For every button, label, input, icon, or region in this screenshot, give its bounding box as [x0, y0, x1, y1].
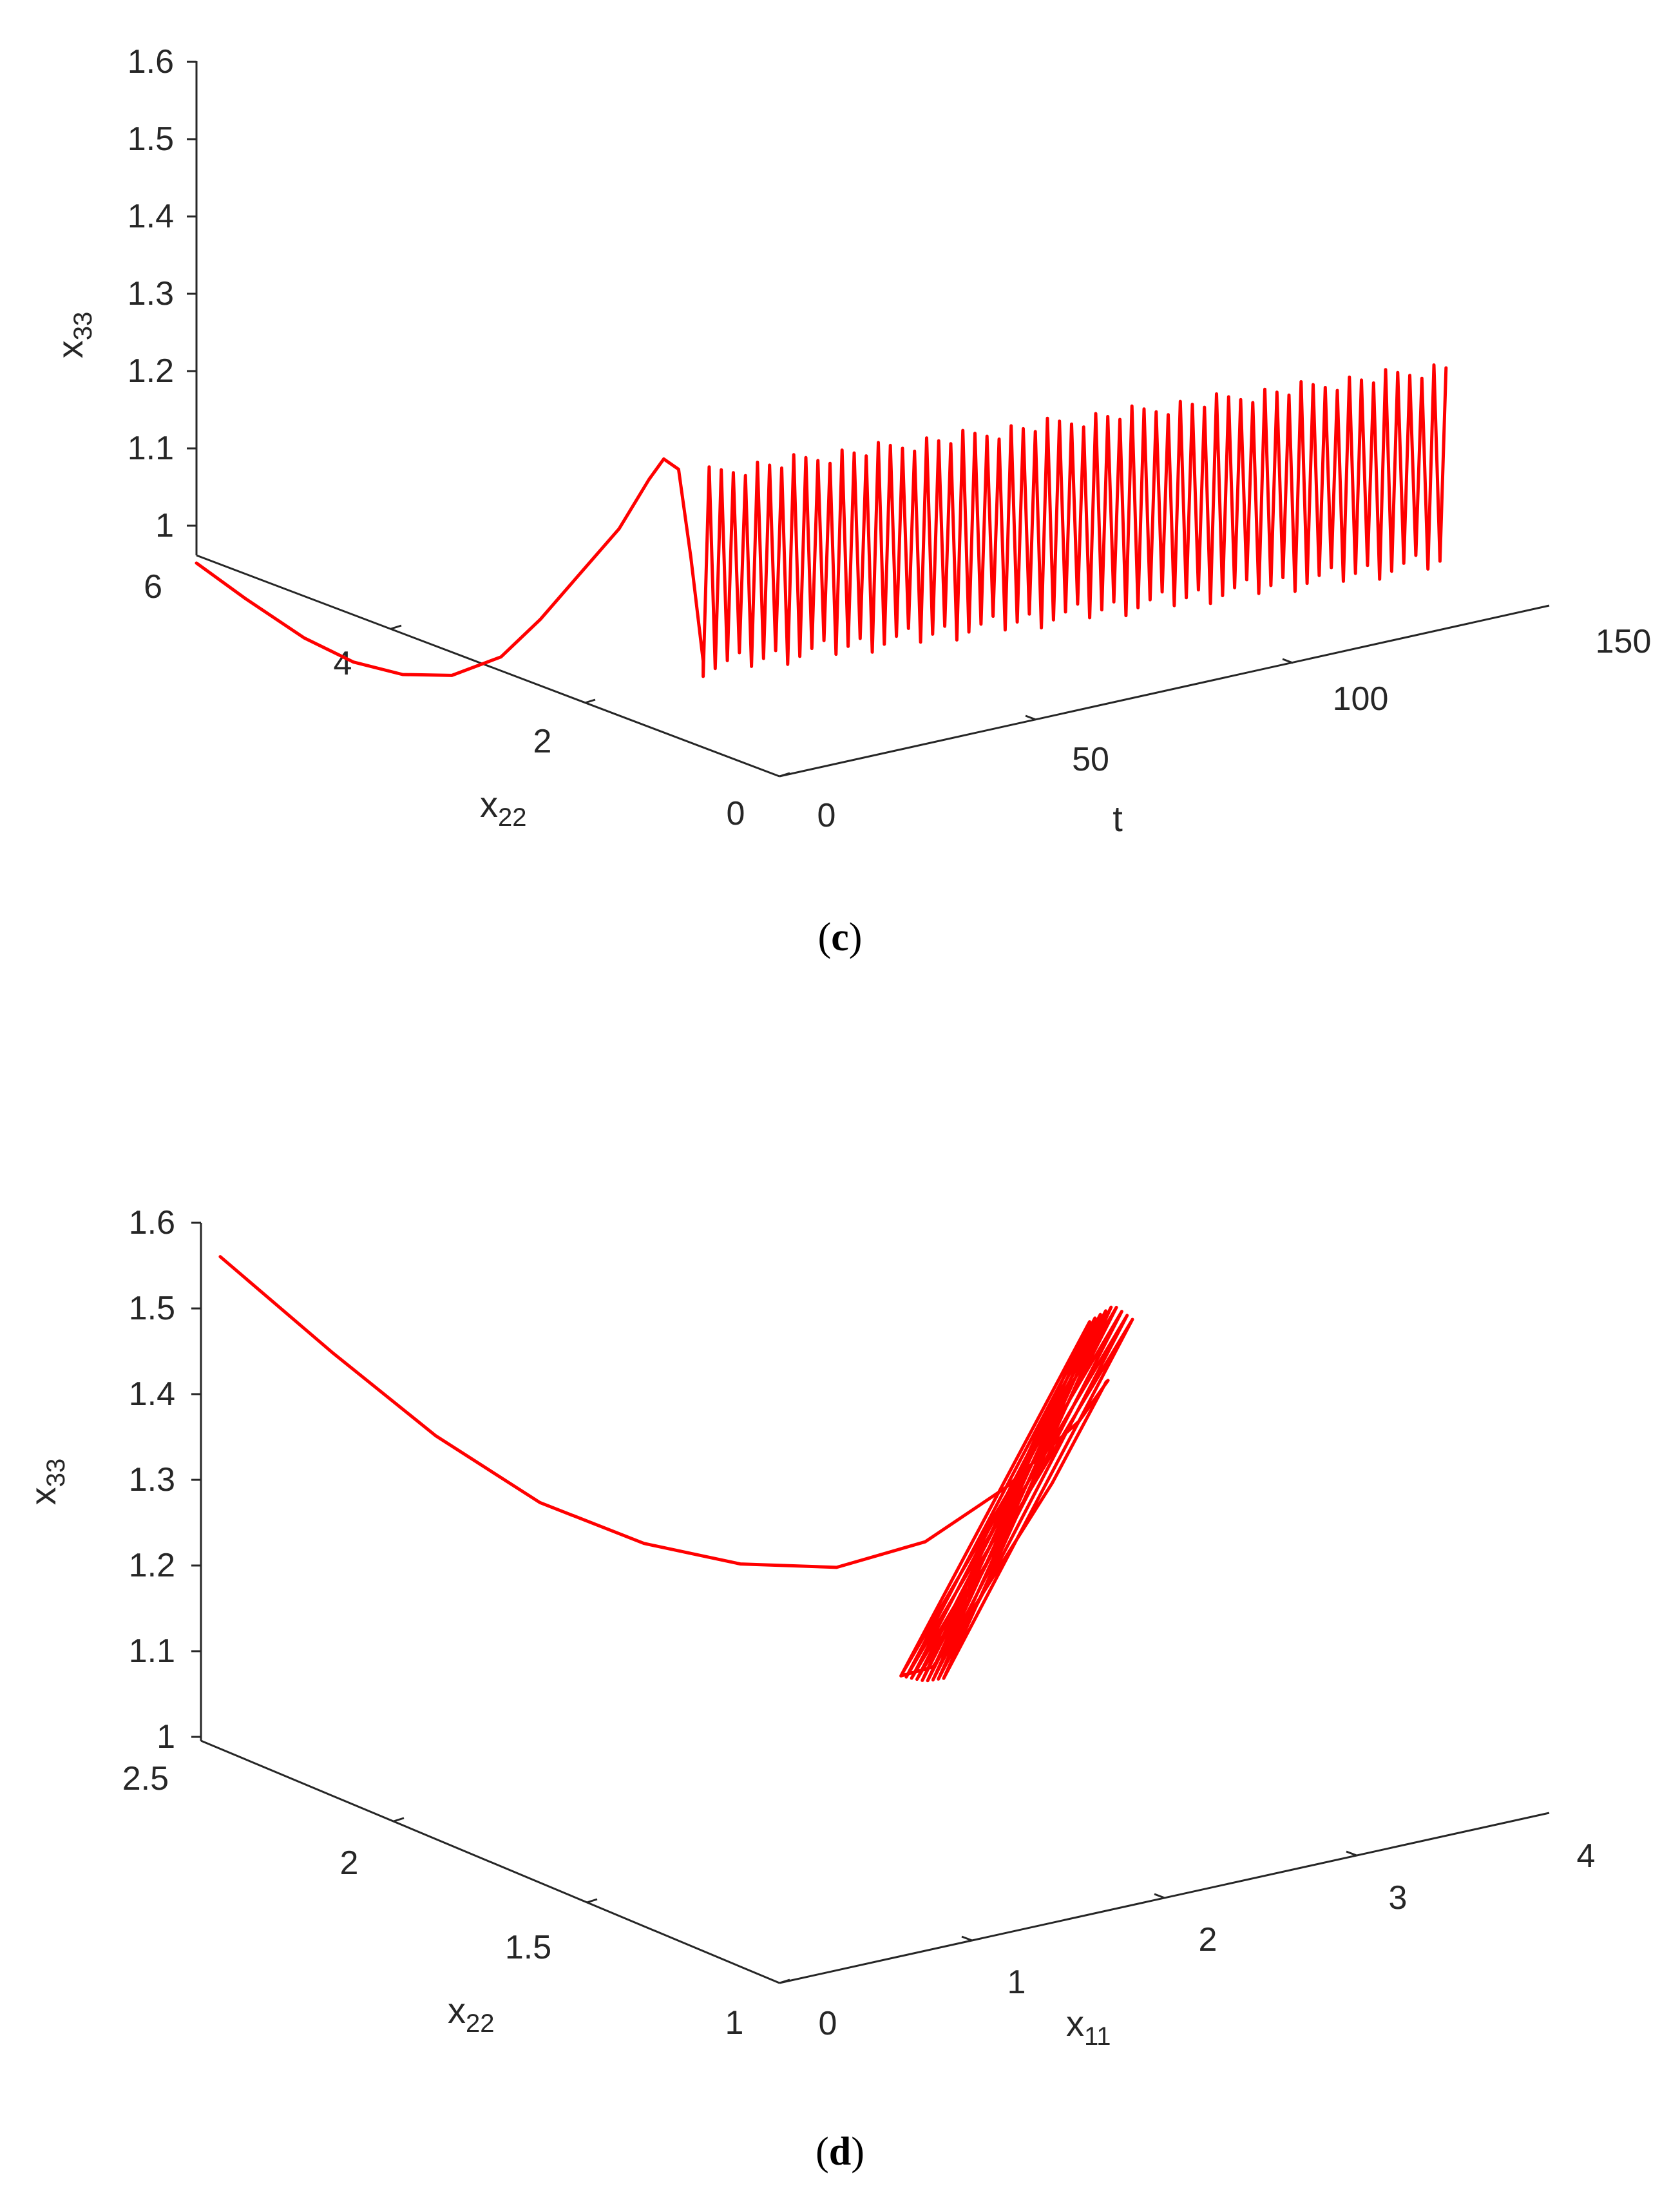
d-z-tick-label: 1.4	[129, 1375, 175, 1413]
panel-d: 1 1.1 1.2 1.3 1.4 1.5 1.6 1 1.5 2 2.5 0 …	[23, 1204, 1595, 2174]
c-z-ticks: 1 1.1 1.2 1.3 1.4 1.5 1.6	[128, 43, 196, 544]
d-x-tick-label: 3	[1389, 1879, 1408, 1917]
d-z-axis-label: x33	[23, 1459, 70, 1506]
d-trajectory-line	[218, 1255, 1134, 1683]
c-z-tick-label: 1.5	[128, 120, 174, 158]
c-z-tick-label: 1.3	[128, 275, 174, 312]
c-y-axis-label: x22	[480, 784, 527, 832]
c-y-ticks: 0 2 4 6	[144, 568, 790, 832]
d-z-tick-label: 1.6	[129, 1204, 175, 1241]
d-y-tick-label: 2.5	[122, 1760, 169, 1797]
c-y-tick-mark	[584, 698, 596, 704]
d-z-tick-label: 1.3	[129, 1461, 175, 1499]
c-z-tick-label: 1.4	[128, 198, 174, 235]
d-y-ticks: 1 1.5 2 2.5	[122, 1760, 790, 2042]
c-y-tick-mark	[779, 772, 790, 778]
d-x-axis-label: x11	[1066, 2003, 1111, 2051]
d-x-tick-label: 1	[1007, 1964, 1026, 2001]
d-x-tick-mark	[1346, 1850, 1357, 1857]
d-x-tick-mark	[1154, 1893, 1165, 1899]
d-y-tick-mark	[586, 1898, 598, 1904]
c-x-tick-mark	[1025, 714, 1036, 721]
d-x-tick-label: 0	[819, 2005, 837, 2042]
c-trajectory-line	[195, 363, 1448, 678]
c-z-tick-label: 1.2	[128, 352, 174, 390]
c-x-ticks: 0 50 100 150	[817, 623, 1652, 834]
c-x-tick-label: 100	[1333, 680, 1389, 718]
c-x-axis	[779, 604, 1550, 778]
d-y-axis-label: x22	[448, 1990, 495, 2038]
d-z-tick-label: 1	[157, 1718, 175, 1756]
c-x-axis-label: t	[1112, 798, 1123, 839]
c-z-tick-label: 1.1	[128, 430, 174, 467]
d-y-tick-label: 1.5	[505, 1929, 551, 1966]
d-z-tick-label: 1.1	[129, 1633, 175, 1670]
c-z-tick-label: 1	[155, 507, 174, 544]
c-y-tick-mark	[390, 624, 402, 630]
d-y-tick-label: 1	[725, 2004, 744, 2042]
c-y-tick-label: 4	[334, 645, 352, 682]
c-x-tick-label: 50	[1072, 741, 1109, 778]
d-caption: (d)	[816, 2130, 864, 2174]
d-x-tick-mark	[961, 1935, 973, 1942]
panel-c: 1 1.1 1.2 1.3 1.4 1.5 1.6 0 2 4 6 0 50 1…	[50, 43, 1651, 959]
d-y-tick-mark	[779, 1978, 790, 1984]
c-x-tick-mark	[1282, 658, 1293, 664]
d-x-tick-label: 2	[1199, 1921, 1217, 1958]
c-x-tick-label: 150	[1596, 623, 1652, 660]
c-x-tick-label: 0	[817, 797, 836, 834]
d-z-tick-label: 1.5	[129, 1290, 175, 1327]
c-caption: (c)	[818, 915, 863, 959]
c-y-tick-label: 6	[144, 568, 162, 606]
c-z-tick-label: 1.6	[128, 43, 174, 81]
d-z-tick-label: 1.2	[129, 1547, 175, 1584]
c-z-axis-label: x33	[50, 312, 97, 359]
d-y-tick-mark	[393, 1817, 405, 1823]
d-y-axis	[200, 1739, 780, 1984]
d-x-tick-label: 4	[1577, 1837, 1596, 1875]
c-y-axis	[196, 554, 780, 778]
d-z-ticks: 1 1.1 1.2 1.3 1.4 1.5 1.6	[129, 1204, 201, 1756]
d-y-tick-label: 2	[340, 1844, 359, 1882]
d-x-ticks: 0 1 2 3 4	[819, 1837, 1596, 2042]
c-y-tick-label: 2	[533, 723, 552, 760]
c-y-tick-label: 0	[727, 795, 745, 832]
